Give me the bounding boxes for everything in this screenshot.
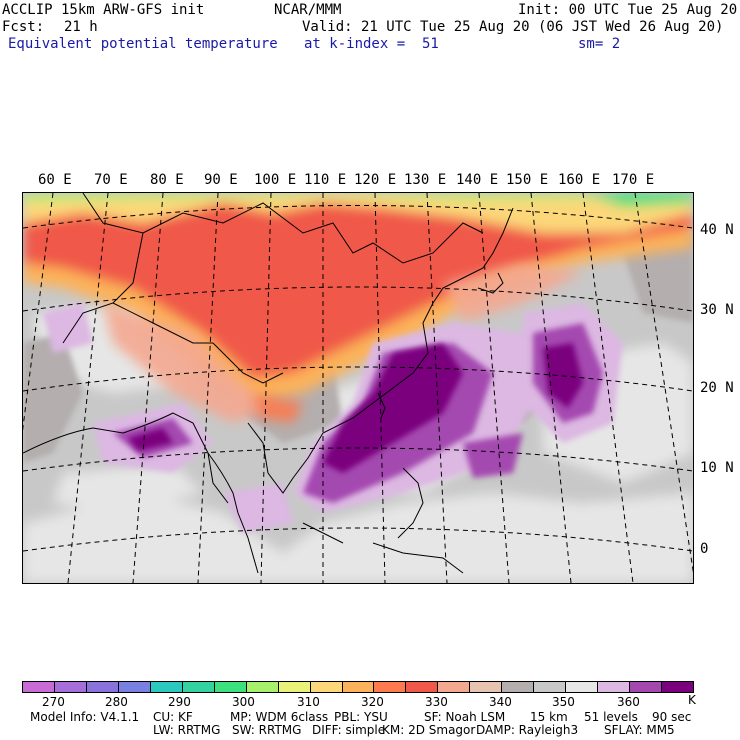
colorbar-swatch (182, 682, 215, 692)
colorbar-swatch (86, 682, 119, 692)
lon-label: 120 E (354, 172, 397, 188)
colorbar-tick-label: 330 (425, 695, 448, 709)
lat-label: 20 N (700, 380, 734, 396)
colorbar-tick-label: 280 (105, 695, 128, 709)
lon-label: 90 E (204, 172, 238, 188)
lon-label: 140 E (456, 172, 499, 188)
colorbar-swatch (310, 682, 343, 692)
model-info-item: CU: KF (153, 710, 193, 724)
chart-title: ACCLIP 15km ARW-GFS init (2, 2, 205, 18)
center-label: NCAR/MMM (274, 2, 342, 18)
colorbar-tick-label: 340 (489, 695, 512, 709)
lon-label: 100 E (254, 172, 297, 188)
colorbar-tick-label: 320 (361, 695, 384, 709)
model-info-item: Model Info: V4.1.1 (30, 710, 140, 724)
colorbar-swatch (214, 682, 247, 692)
colorbar-tick-label: 300 (232, 695, 255, 709)
colorbar (22, 681, 694, 693)
graticule (23, 193, 693, 583)
lon-label: 70 E (94, 172, 128, 188)
model-info-item: SFLAY: MM5 (604, 723, 675, 737)
colorbar-swatch (342, 682, 375, 692)
init-time: Init: 00 UTC Tue 25 Aug 20 (518, 2, 738, 18)
colorbar-swatch (54, 682, 87, 692)
colorbar-tick-label: 350 (552, 695, 575, 709)
coastlines (23, 193, 514, 574)
colorbar-swatch (470, 682, 503, 692)
lon-label: 150 E (506, 172, 549, 188)
lon-label: 130 E (404, 172, 447, 188)
lat-label: 30 N (700, 302, 734, 318)
colorbar-swatch (23, 682, 55, 692)
colorbar-swatch (438, 682, 471, 692)
lat-label: 0 (700, 541, 709, 557)
lon-label: 160 E (558, 172, 601, 188)
colorbar-swatch (662, 682, 694, 692)
model-info-item: 15 km (530, 710, 568, 724)
model-info-item: DIFF: simple (312, 723, 386, 737)
valid-time: Valid: 21 UTC Tue 25 Aug 20 (06 JST Wed … (302, 19, 724, 35)
lon-label: 170 E (612, 172, 655, 188)
lat-label: 40 N (700, 222, 734, 238)
forecast-label: Fcst: (2, 19, 45, 35)
model-info-item: KM: 2D Smagor (382, 723, 476, 737)
model-info-item: DAMP: Rayleigh3 (476, 723, 579, 737)
colorbar-tick-label: 310 (297, 695, 320, 709)
model-info-item: MP: WDM 6class (230, 710, 329, 724)
lon-label: 110 E (304, 172, 347, 188)
model-info-item: SW: RRTMG (232, 723, 302, 737)
lon-label: 80 E (150, 172, 184, 188)
colorbar-tick-label: 270 (42, 695, 65, 709)
map-panel (22, 192, 694, 584)
colorbar-unit: K (688, 693, 696, 707)
colorbar-swatch (278, 682, 311, 692)
smoothing-label: sm= 2 (578, 36, 621, 52)
colorbar-swatch (502, 682, 535, 692)
colorbar-swatch (598, 682, 631, 692)
forecast-hour: 21 h (64, 19, 98, 35)
model-info-item: PBL: YSU (334, 710, 388, 724)
theta-e-field (23, 193, 693, 583)
colorbar-swatch (406, 682, 439, 692)
model-info-item: 90 sec (652, 710, 692, 724)
model-info-item: LW: RRTMG (153, 723, 221, 737)
lat-label: 10 N (700, 460, 734, 476)
colorbar-swatch (150, 682, 183, 692)
model-info-item: SF: Noah LSM (424, 710, 506, 724)
colorbar-swatch (118, 682, 151, 692)
colorbar-swatch (630, 682, 663, 692)
colorbar-swatch (534, 682, 567, 692)
colorbar-tick-label: 290 (168, 695, 191, 709)
colorbar-swatch (246, 682, 279, 692)
colorbar-swatch (566, 682, 599, 692)
colorbar-tick-label: 360 (617, 695, 640, 709)
colorbar-swatch (374, 682, 407, 692)
field-name: Equivalent potential temperature (8, 36, 278, 52)
level-label: at k-index = 51 (304, 36, 439, 52)
model-info-item: 51 levels (584, 710, 638, 724)
lon-label: 60 E (38, 172, 72, 188)
